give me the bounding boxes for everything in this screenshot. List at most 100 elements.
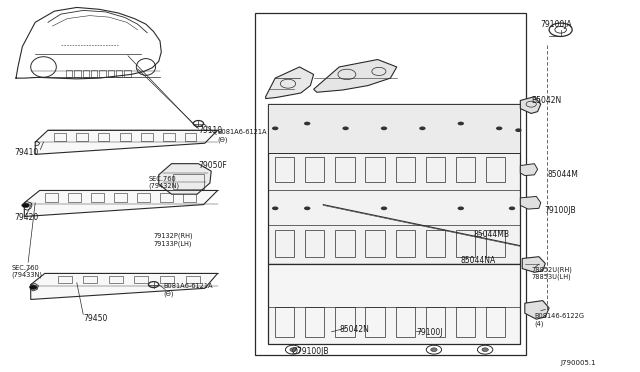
Bar: [305, 157, 324, 182]
Circle shape: [381, 206, 387, 210]
Text: 78852U(RH)
78853U(LH): 78852U(RH) 78853U(LH): [531, 266, 572, 280]
Circle shape: [272, 126, 278, 130]
Text: B08146-6122G
(4): B08146-6122G (4): [534, 313, 584, 327]
Circle shape: [290, 348, 296, 352]
Polygon shape: [268, 264, 520, 344]
Polygon shape: [522, 257, 545, 272]
Bar: [116, 70, 122, 77]
Text: 85044M: 85044M: [547, 170, 578, 179]
Polygon shape: [525, 301, 549, 319]
Circle shape: [29, 285, 37, 289]
Circle shape: [381, 126, 387, 130]
Text: B081A6-6121A
(Θ): B081A6-6121A (Θ): [163, 283, 212, 297]
Bar: [124, 70, 131, 77]
Bar: [396, 157, 415, 182]
Bar: [396, 230, 415, 257]
Text: J790005.1: J790005.1: [560, 360, 596, 366]
Bar: [58, 276, 72, 283]
Text: B081A6-6121A
(Θ): B081A6-6121A (Θ): [218, 129, 267, 142]
Bar: [137, 193, 150, 202]
Bar: [66, 70, 72, 77]
Bar: [45, 193, 58, 202]
Circle shape: [458, 206, 464, 210]
Circle shape: [482, 348, 488, 352]
Text: 79450: 79450: [83, 314, 108, 323]
Bar: [305, 230, 324, 257]
Polygon shape: [520, 164, 538, 176]
Bar: [54, 133, 66, 141]
Bar: [335, 157, 355, 182]
Bar: [83, 276, 97, 283]
Bar: [99, 70, 106, 77]
Polygon shape: [520, 97, 541, 113]
Polygon shape: [520, 196, 541, 209]
Circle shape: [458, 122, 464, 125]
Bar: [365, 230, 385, 257]
Text: 85042N: 85042N: [339, 325, 369, 334]
Polygon shape: [266, 67, 314, 99]
Text: 79100JA: 79100JA: [541, 20, 572, 29]
Polygon shape: [31, 273, 218, 299]
Bar: [120, 133, 131, 141]
Bar: [108, 70, 114, 77]
Bar: [456, 307, 475, 337]
Circle shape: [272, 206, 278, 210]
Polygon shape: [268, 104, 520, 153]
Text: SEC.760
(79433N): SEC.760 (79433N): [12, 265, 42, 278]
Bar: [396, 307, 415, 337]
Bar: [456, 230, 475, 257]
Bar: [185, 133, 196, 141]
Bar: [255, 13, 526, 355]
Polygon shape: [24, 190, 218, 217]
Text: 85044NA: 85044NA: [461, 256, 496, 265]
Bar: [486, 307, 505, 337]
Text: B5042N: B5042N: [531, 96, 561, 105]
Text: SEC.760
(79432N): SEC.760 (79432N): [148, 176, 180, 189]
Bar: [91, 70, 97, 77]
Bar: [160, 193, 173, 202]
Bar: [76, 133, 88, 141]
Text: 79410: 79410: [14, 148, 38, 157]
Text: 79132P(RH)
79133P(LH): 79132P(RH) 79133P(LH): [154, 233, 193, 247]
Circle shape: [419, 126, 426, 130]
Polygon shape: [35, 130, 218, 154]
Bar: [98, 133, 109, 141]
Bar: [91, 193, 104, 202]
Bar: [186, 276, 200, 283]
Text: 79050F: 79050F: [198, 161, 227, 170]
Bar: [426, 307, 445, 337]
Bar: [486, 230, 505, 257]
Circle shape: [509, 206, 515, 210]
Bar: [83, 70, 89, 77]
Bar: [335, 230, 355, 257]
Bar: [183, 193, 196, 202]
Bar: [456, 157, 475, 182]
Text: 79110: 79110: [198, 126, 223, 135]
Bar: [68, 193, 81, 202]
Circle shape: [342, 126, 349, 130]
Text: 79100J: 79100J: [416, 328, 442, 337]
Bar: [163, 133, 175, 141]
Polygon shape: [159, 164, 211, 194]
Text: 79100JB: 79100JB: [544, 206, 575, 215]
Bar: [74, 70, 81, 77]
Circle shape: [304, 122, 310, 125]
Text: 79420: 79420: [14, 213, 38, 222]
Circle shape: [304, 206, 310, 210]
Bar: [426, 230, 445, 257]
Bar: [275, 157, 294, 182]
Bar: [173, 174, 204, 189]
Bar: [134, 276, 148, 283]
Bar: [486, 157, 505, 182]
Bar: [365, 307, 385, 337]
Circle shape: [431, 348, 437, 352]
Bar: [275, 230, 294, 257]
Circle shape: [515, 128, 522, 132]
Polygon shape: [268, 104, 520, 264]
Bar: [426, 157, 445, 182]
Text: Ø79100JB: Ø79100JB: [291, 347, 329, 356]
Bar: [141, 133, 153, 141]
Bar: [160, 276, 174, 283]
Bar: [109, 276, 123, 283]
Circle shape: [22, 203, 29, 208]
